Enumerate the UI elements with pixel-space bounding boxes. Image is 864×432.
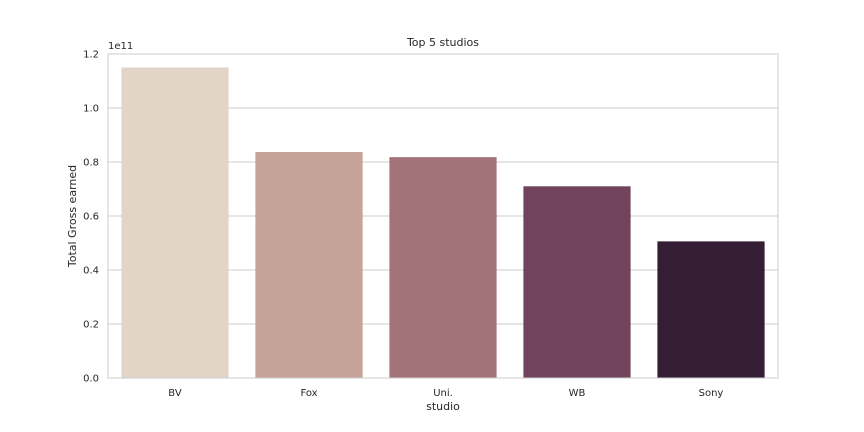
bar-uni — [389, 157, 497, 378]
y-tick-label-2: 0.4 — [83, 266, 99, 277]
y-tick-label-1: 0.2 — [83, 320, 99, 331]
bar-wb — [523, 186, 631, 378]
y-tick-labels: 0.0 0.2 0.4 0.6 0.8 1.0 1.2 — [83, 50, 99, 385]
y-tick-label-4: 0.8 — [83, 158, 99, 169]
x-tick-label-4: Sony — [699, 388, 724, 399]
x-axis-label: studio — [426, 400, 460, 413]
y-tick-label-5: 1.0 — [83, 104, 99, 115]
y-tick-label-0: 0.0 — [83, 374, 99, 385]
plot-frame — [107, 53, 779, 379]
x-tick-label-1: Fox — [300, 388, 317, 399]
x-tick-labels: BV Fox Uni. WB Sony — [168, 388, 723, 399]
y-axis-label: Total Gross earned — [66, 165, 79, 268]
chart-title: Top 5 studios — [406, 36, 479, 49]
bars — [121, 67, 765, 378]
bar-bv — [121, 67, 229, 378]
x-tick-label-0: BV — [168, 388, 182, 399]
bar-sony — [657, 241, 765, 378]
y-scale-multiplier: 1e11 — [108, 41, 133, 52]
bar-fox — [255, 152, 363, 378]
x-tick-label-2: Uni. — [433, 388, 453, 399]
x-tick-label-3: WB — [569, 388, 586, 399]
y-tick-label-3: 0.6 — [83, 212, 99, 223]
y-tick-label-6: 1.2 — [83, 50, 99, 61]
